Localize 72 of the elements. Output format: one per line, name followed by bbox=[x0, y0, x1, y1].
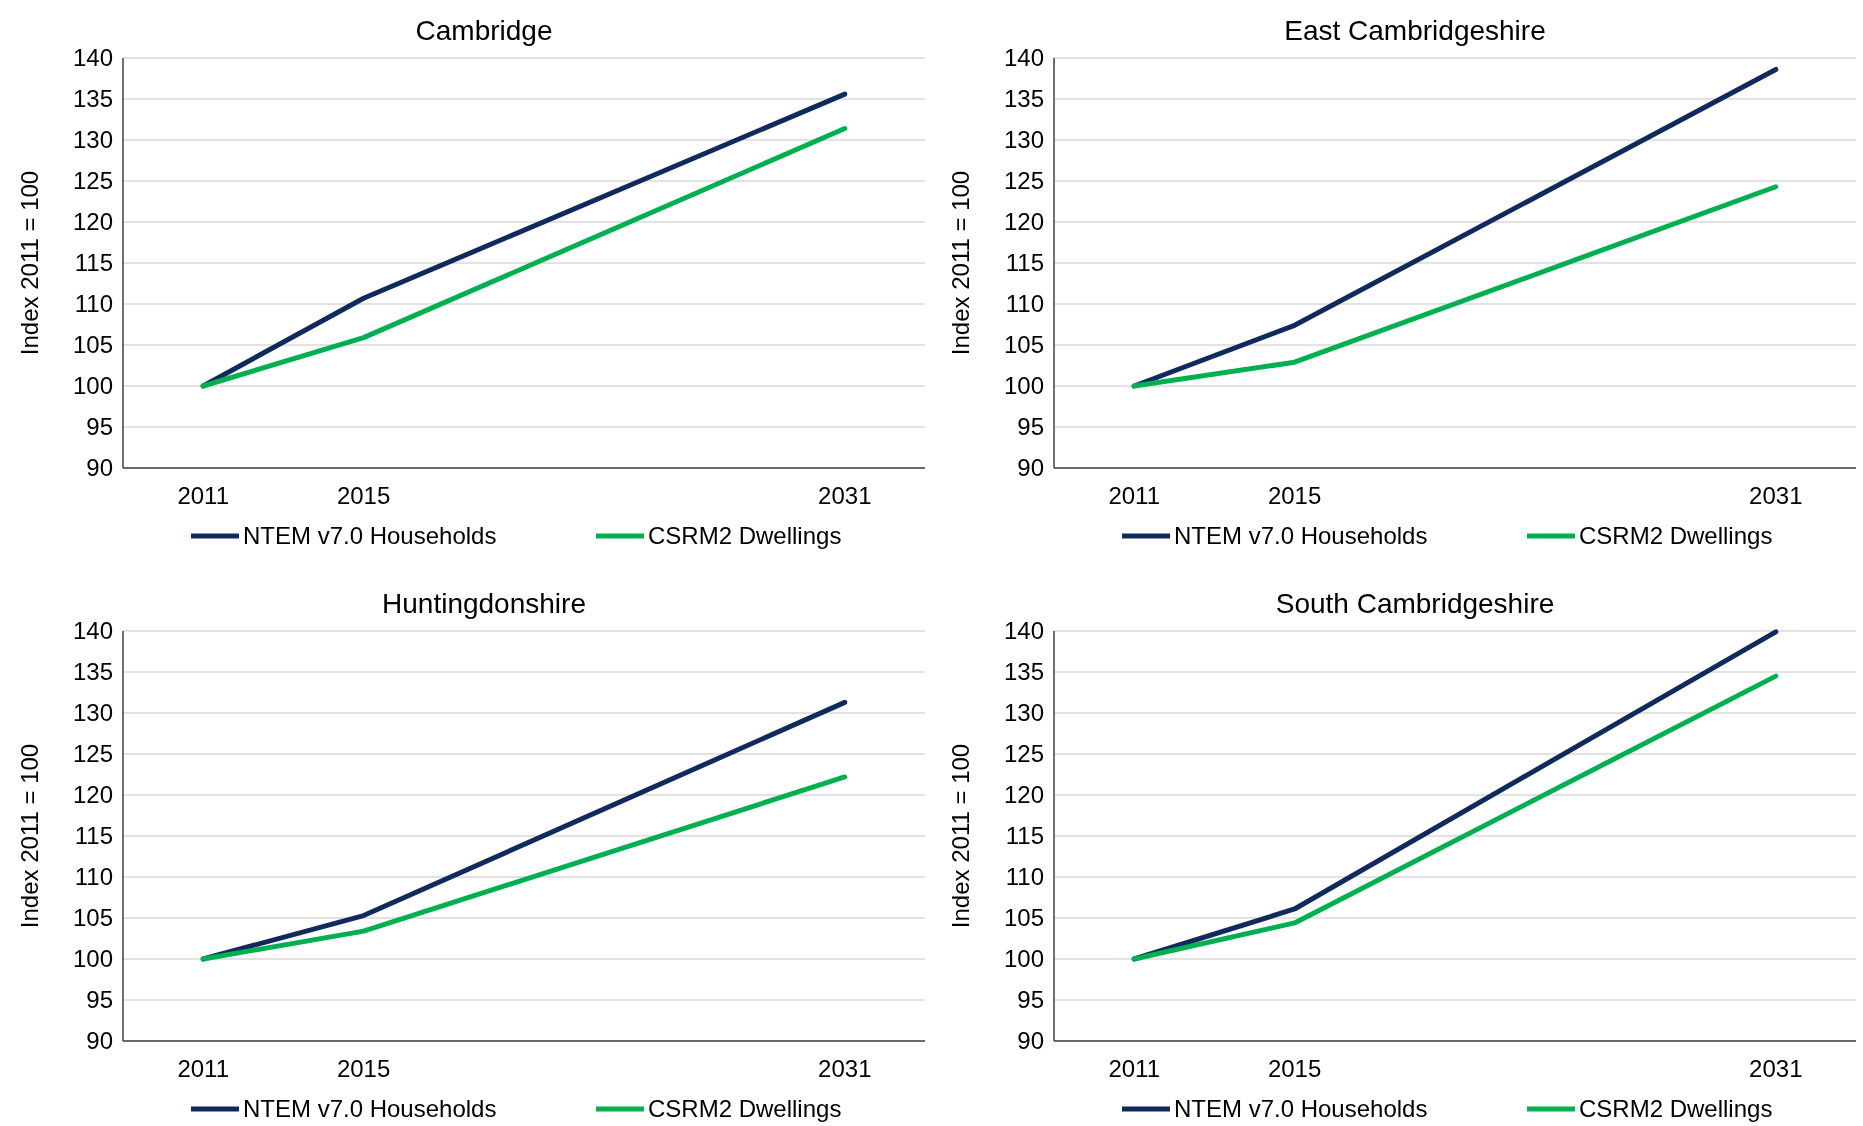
y-tick-label: 110 bbox=[74, 290, 113, 318]
y-tick-label: 110 bbox=[1005, 863, 1044, 891]
y-axis-title: Index 2011 = 100 bbox=[947, 743, 974, 929]
y-tick-label: 120 bbox=[72, 208, 113, 236]
y-tick-label: 130 bbox=[1003, 699, 1044, 727]
y-tick-label: 100 bbox=[1003, 372, 1044, 400]
y-tick-label: 100 bbox=[72, 372, 113, 400]
x-tick-label: 2015 bbox=[336, 482, 391, 509]
x-tick-label: 2015 bbox=[336, 1055, 391, 1082]
legend-label: CSRM2 Dwellings bbox=[648, 522, 842, 550]
chart-title: Cambridge bbox=[415, 15, 553, 46]
y-tick-label: 95 bbox=[1017, 413, 1044, 441]
y-tick-label: 140 bbox=[72, 44, 113, 72]
x-tick-label: 2011 bbox=[177, 1055, 229, 1082]
y-tick-label: 125 bbox=[72, 167, 113, 195]
y-tick-label: 110 bbox=[74, 863, 113, 891]
y-axis-title: Index 2011 = 100 bbox=[947, 170, 974, 356]
y-tick-label: 95 bbox=[86, 413, 113, 441]
y-tick-label: 105 bbox=[72, 904, 113, 932]
y-tick-label: 135 bbox=[72, 658, 113, 686]
y-tick-label: 100 bbox=[1003, 945, 1044, 973]
y-tick-label: 90 bbox=[86, 1027, 113, 1055]
y-tick-label: 125 bbox=[72, 740, 113, 768]
y-axis-title: Index 2011 = 100 bbox=[16, 170, 43, 356]
x-tick-label: 2015 bbox=[1267, 482, 1322, 509]
y-tick-label: 130 bbox=[72, 699, 113, 727]
x-tick-label: 2031 bbox=[1749, 482, 1803, 509]
y-tick-label: 115 bbox=[74, 822, 113, 850]
y-tick-label: 95 bbox=[1017, 986, 1044, 1014]
x-tick-label: 2031 bbox=[818, 1055, 872, 1082]
legend-label: CSRM2 Dwellings bbox=[1579, 522, 1773, 550]
y-tick-label: 95 bbox=[86, 986, 113, 1014]
y-tick-label: 130 bbox=[72, 126, 113, 154]
chart-title: South Cambridgeshire bbox=[1275, 588, 1555, 619]
chart-title: Huntingdonshire bbox=[382, 588, 586, 619]
y-axis-title: Index 2011 = 100 bbox=[16, 743, 43, 929]
y-tick-label: 140 bbox=[72, 617, 113, 645]
y-tick-label: 105 bbox=[1003, 331, 1044, 359]
x-tick-label: 2011 bbox=[1108, 1055, 1160, 1082]
legend-label: NTEM v7.0 Households bbox=[1174, 1095, 1428, 1123]
x-tick-label: 2011 bbox=[1108, 482, 1160, 509]
chart-title: East Cambridgeshire bbox=[1284, 15, 1546, 46]
legend-label: CSRM2 Dwellings bbox=[648, 1095, 842, 1123]
y-tick-label: 105 bbox=[1003, 904, 1044, 932]
y-tick-label: 90 bbox=[1017, 1027, 1044, 1055]
x-tick-label: 2015 bbox=[1267, 1055, 1322, 1082]
y-tick-label: 90 bbox=[86, 454, 113, 482]
y-tick-label: 140 bbox=[1003, 44, 1044, 72]
legend-label: NTEM v7.0 Households bbox=[243, 1095, 497, 1123]
y-tick-label: 115 bbox=[1005, 822, 1044, 850]
y-tick-label: 140 bbox=[1003, 617, 1044, 645]
legend-label: NTEM v7.0 Households bbox=[1174, 522, 1428, 550]
y-tick-label: 130 bbox=[1003, 126, 1044, 154]
y-tick-label: 125 bbox=[1003, 167, 1044, 195]
y-tick-label: 120 bbox=[1003, 208, 1044, 236]
y-tick-label: 115 bbox=[1005, 249, 1044, 277]
y-tick-label: 110 bbox=[1005, 290, 1044, 318]
y-tick-label: 120 bbox=[1003, 781, 1044, 809]
y-tick-label: 135 bbox=[1003, 658, 1044, 686]
y-tick-label: 90 bbox=[1017, 454, 1044, 482]
legend-label: NTEM v7.0 Households bbox=[243, 522, 497, 550]
y-tick-label: 120 bbox=[72, 781, 113, 809]
y-tick-label: 105 bbox=[72, 331, 113, 359]
y-tick-label: 115 bbox=[74, 249, 113, 277]
y-tick-label: 125 bbox=[1003, 740, 1044, 768]
legend-label: CSRM2 Dwellings bbox=[1579, 1095, 1773, 1123]
y-tick-label: 100 bbox=[72, 945, 113, 973]
y-tick-label: 135 bbox=[1003, 85, 1044, 113]
x-tick-label: 2031 bbox=[818, 482, 872, 509]
y-tick-label: 135 bbox=[72, 85, 113, 113]
x-tick-label: 2031 bbox=[1749, 1055, 1803, 1082]
x-tick-label: 2011 bbox=[177, 482, 229, 509]
